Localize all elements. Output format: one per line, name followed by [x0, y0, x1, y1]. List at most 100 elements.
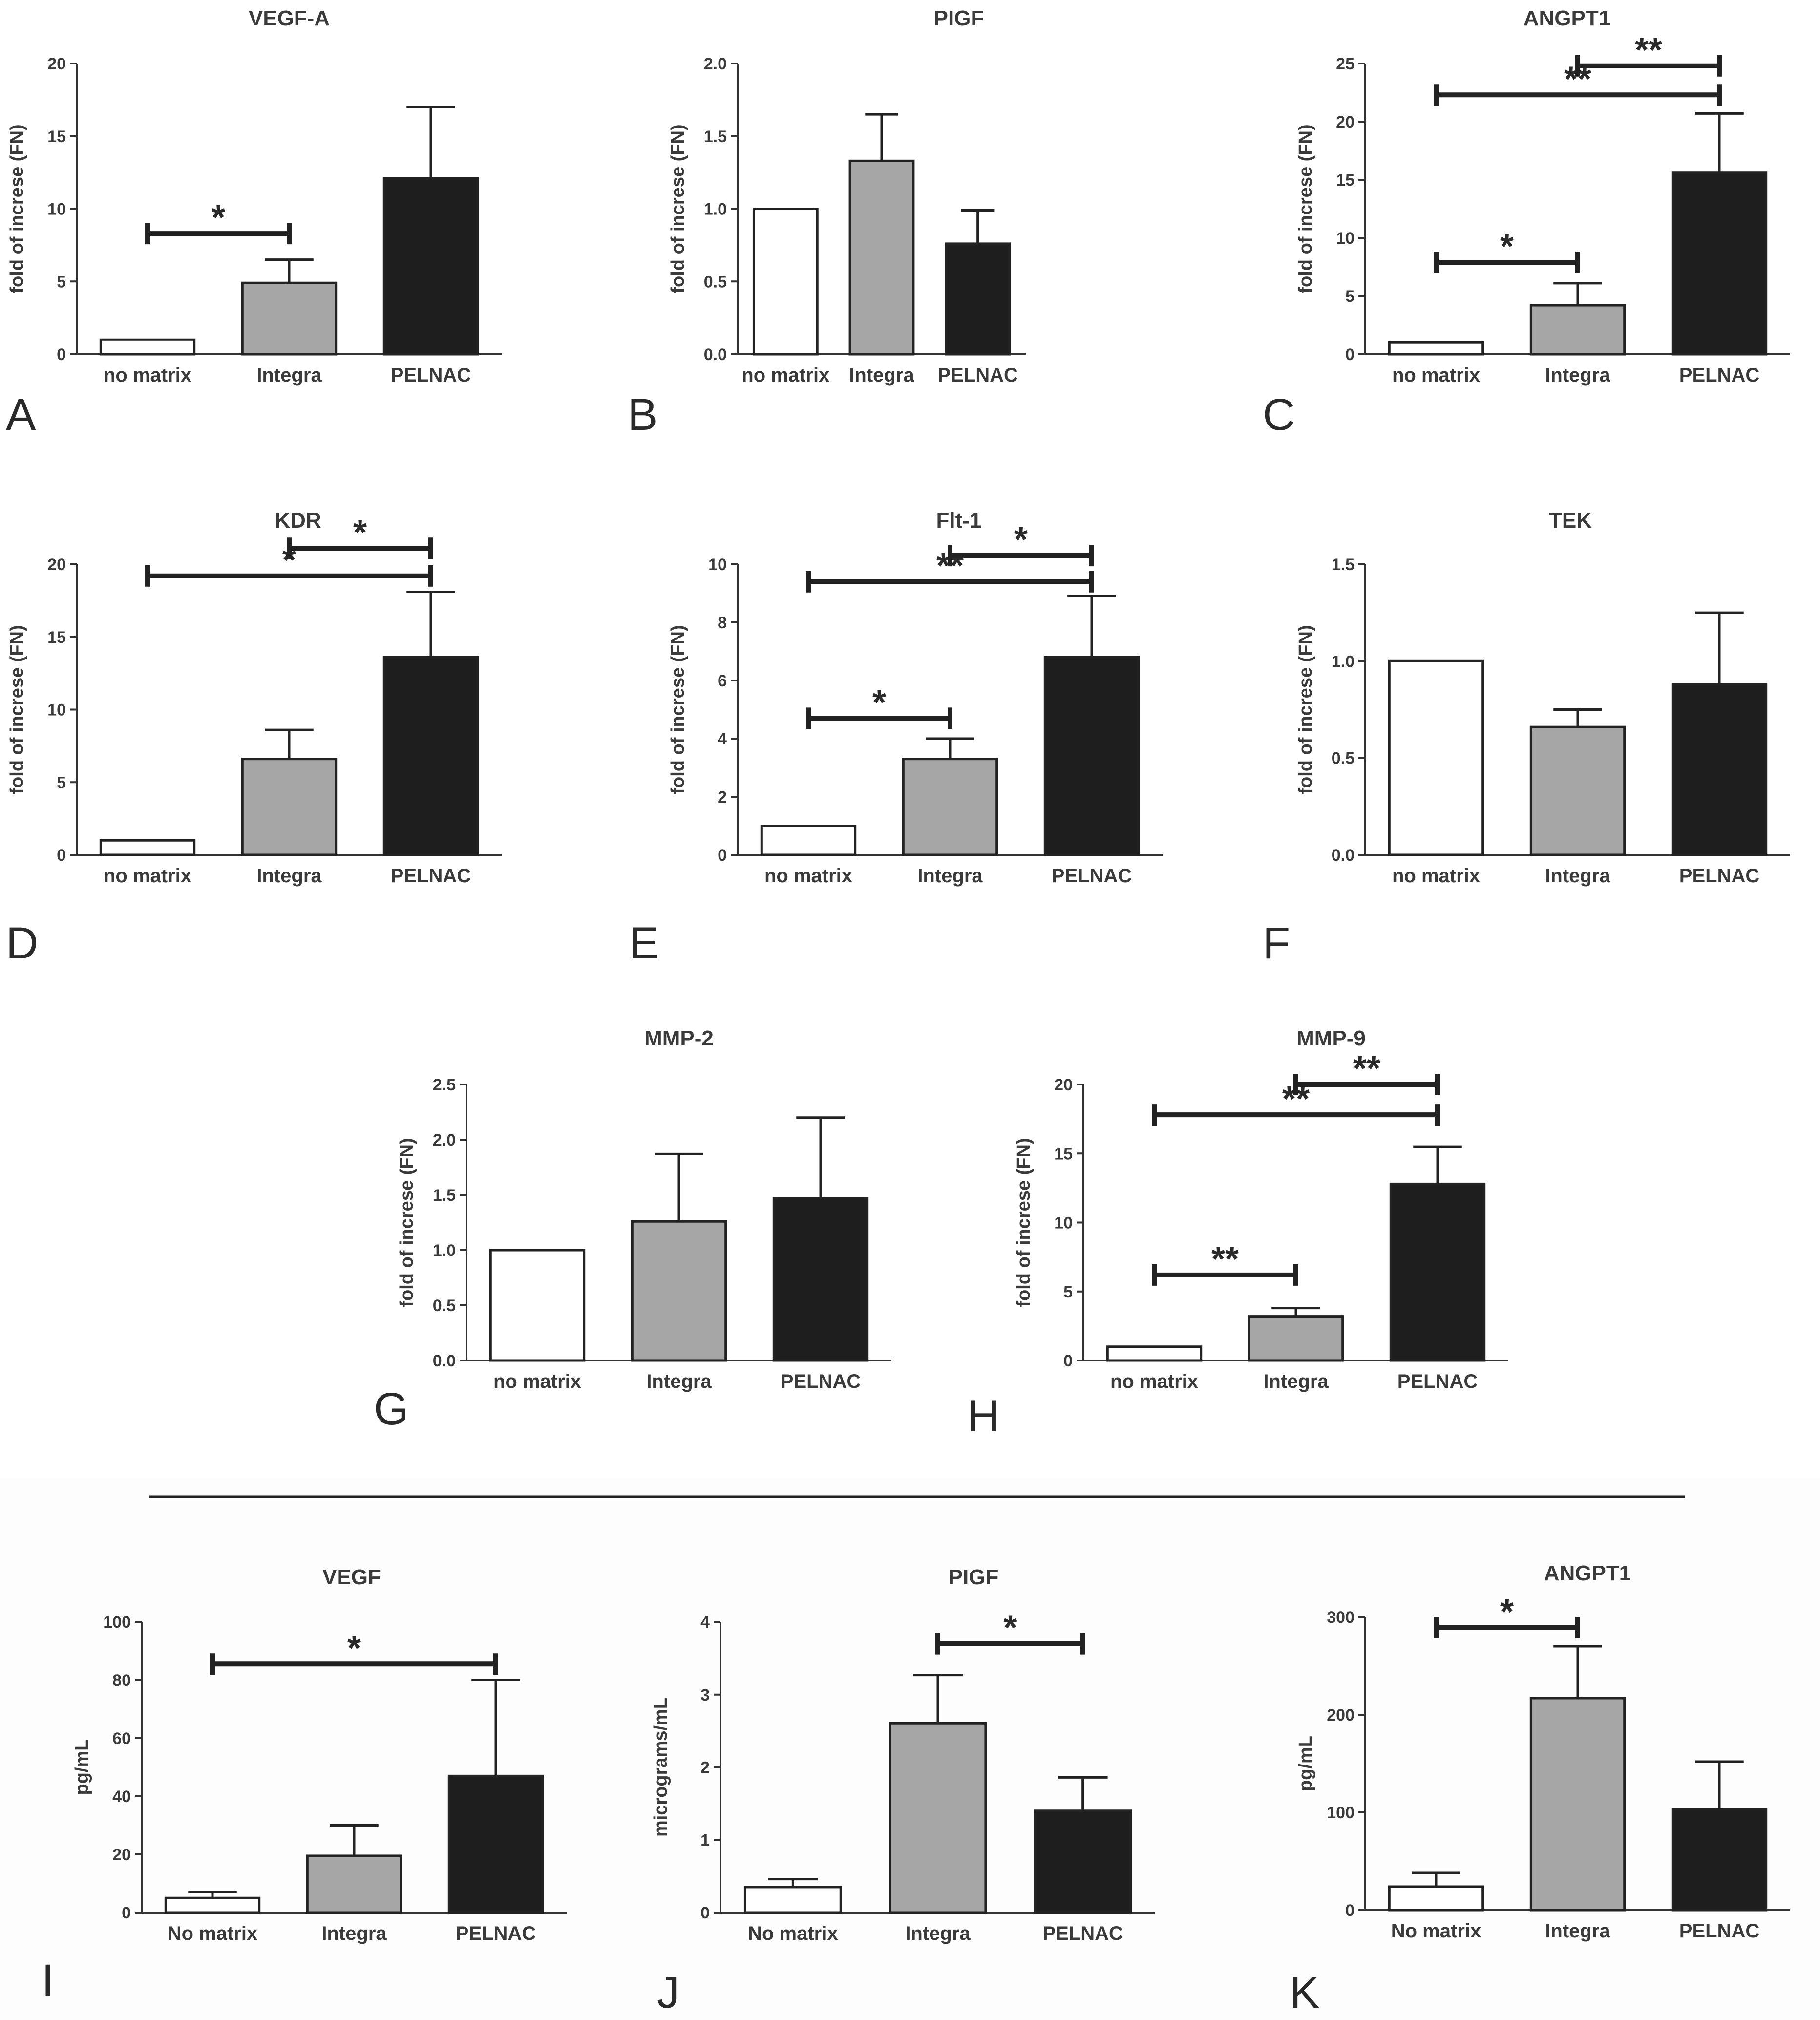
- y-tick-label: 10: [1336, 229, 1354, 248]
- x-category-label: no matrix: [1392, 865, 1480, 887]
- bar-no-matrix: [760, 825, 857, 856]
- panel-letter: A: [6, 390, 36, 440]
- y-tick-label: 25: [1336, 55, 1354, 73]
- bar-integra: [1529, 1697, 1626, 1912]
- bar-no-matrix: [99, 338, 196, 356]
- bar-no-matrix: [1388, 659, 1484, 856]
- chart-panel-k: ANGPT1 Kpg/mL 0 100 200 300 No matrix Integra PE…: [1290, 1561, 1790, 2018]
- x-category-label: Integra: [1545, 364, 1610, 386]
- bar-integra: [1248, 1315, 1344, 1362]
- bar-pelnac: [447, 1774, 544, 1914]
- y-tick-label: 10: [1054, 1214, 1073, 1233]
- bar-integra: [241, 758, 338, 856]
- significance-label: *: [1014, 520, 1028, 559]
- y-tick-label: 5: [1345, 287, 1354, 306]
- y-tick-label: 1: [700, 1831, 710, 1850]
- y-axis-label: fold of increse (FN): [668, 625, 688, 794]
- y-tick-label: 0.5: [704, 273, 727, 291]
- y-tick-label: 20: [47, 55, 66, 73]
- significance-label: *: [1500, 227, 1514, 266]
- y-tick-label: 20: [47, 555, 66, 574]
- bar-integra: [631, 1220, 727, 1362]
- y-tick-label: 0: [122, 1904, 131, 1922]
- y-axis-label: fold of increse (FN): [1014, 1138, 1034, 1307]
- chart-title: VEGF-A: [249, 6, 330, 30]
- y-tick-label: 15: [47, 128, 66, 146]
- significance-label: *: [1003, 1609, 1017, 1648]
- y-tick-label: 2.0: [433, 1131, 456, 1149]
- y-axis-label: pg/mL: [72, 1740, 92, 1795]
- chart-title: VEGF: [322, 1565, 381, 1589]
- x-category-label: PELNAC: [1679, 364, 1759, 386]
- bar-pelnac: [1389, 1182, 1486, 1362]
- bar-pelnac: [1034, 1809, 1132, 1914]
- bar-integra: [306, 1854, 402, 1914]
- x-category-label: PELNAC: [456, 1923, 536, 1944]
- y-tick-label: 4: [700, 1613, 710, 1632]
- chart-title: PIGF: [949, 1565, 999, 1589]
- bar-integra: [241, 281, 338, 356]
- x-category-label: Integra: [849, 364, 914, 386]
- panel-letter: J: [657, 1968, 679, 2018]
- bar-no-matrix: [1388, 1885, 1484, 1912]
- y-tick-label: 40: [112, 1787, 131, 1806]
- y-axis-label: fold of increse (FN): [1295, 625, 1316, 794]
- y-tick-label: 80: [112, 1671, 131, 1690]
- bar-no-matrix: [489, 1249, 586, 1362]
- chart-title: Flt-1: [936, 509, 982, 532]
- x-category-label: Integra: [1263, 1371, 1329, 1392]
- bar-no-matrix: [752, 208, 819, 356]
- x-category-label: PELNAC: [1679, 1920, 1759, 1942]
- x-category-label: Integra: [905, 1923, 971, 1944]
- y-tick-label: 1.5: [433, 1186, 456, 1205]
- chart-title: MMP-9: [1296, 1026, 1366, 1050]
- y-tick-label: 2.5: [433, 1076, 456, 1094]
- x-category-label: no matrix: [104, 865, 191, 887]
- y-tick-label: 200: [1327, 1706, 1354, 1724]
- x-category-label: no matrix: [493, 1371, 581, 1392]
- bar-integra: [1529, 725, 1626, 856]
- panel-letter: H: [967, 1391, 999, 1441]
- y-tick-label: 0.0: [1332, 846, 1354, 865]
- x-category-label: no matrix: [104, 364, 191, 386]
- x-category-label: Integra: [1545, 865, 1610, 887]
- y-axis-label: fold of increse (FN): [7, 124, 27, 293]
- y-axis-label: fold of increse (FN): [1295, 124, 1316, 293]
- y-tick-label: 1.0: [704, 200, 727, 219]
- chart-title: TEK: [1549, 509, 1592, 532]
- x-category-label: Integra: [646, 1371, 712, 1392]
- y-tick-label: 10: [708, 555, 727, 574]
- y-tick-label: 0: [1345, 1901, 1354, 1920]
- chart-panel-i: VEGF Ipg/mL 0 20 40 60 80 100 No matrix Integra PE…: [42, 1565, 567, 2005]
- bar-pelnac: [1671, 171, 1768, 356]
- y-tick-label: 0: [1063, 1352, 1073, 1370]
- y-tick-label: 2: [718, 788, 727, 807]
- y-tick-label: 10: [47, 200, 66, 219]
- bar-no-matrix: [743, 1886, 842, 1914]
- y-tick-label: 0.5: [433, 1297, 456, 1315]
- y-tick-label: 5: [57, 273, 66, 291]
- bar-pelnac: [382, 656, 479, 856]
- bar-no-matrix: [99, 839, 196, 856]
- chart-title: ANGPT1: [1524, 6, 1610, 30]
- bar-no-matrix: [164, 1896, 261, 1914]
- x-category-label: No matrix: [1391, 1920, 1481, 1942]
- x-category-label: PELNAC: [391, 364, 471, 386]
- x-category-label: Integra: [256, 865, 322, 887]
- y-tick-label: 0: [700, 1904, 710, 1922]
- x-category-label: Integra: [256, 364, 322, 386]
- y-axis-label: fold of increse (FN): [7, 625, 27, 794]
- bar-pelnac: [945, 242, 1011, 356]
- y-tick-label: 100: [1327, 1804, 1354, 1822]
- y-tick-label: 0.5: [1332, 749, 1354, 768]
- x-category-label: PELNAC: [1679, 865, 1759, 887]
- chart-title: PIGF: [934, 6, 984, 30]
- y-tick-label: 6: [718, 672, 727, 690]
- y-tick-label: 5: [57, 773, 66, 792]
- y-axis-label: fold of increse (FN): [668, 124, 688, 293]
